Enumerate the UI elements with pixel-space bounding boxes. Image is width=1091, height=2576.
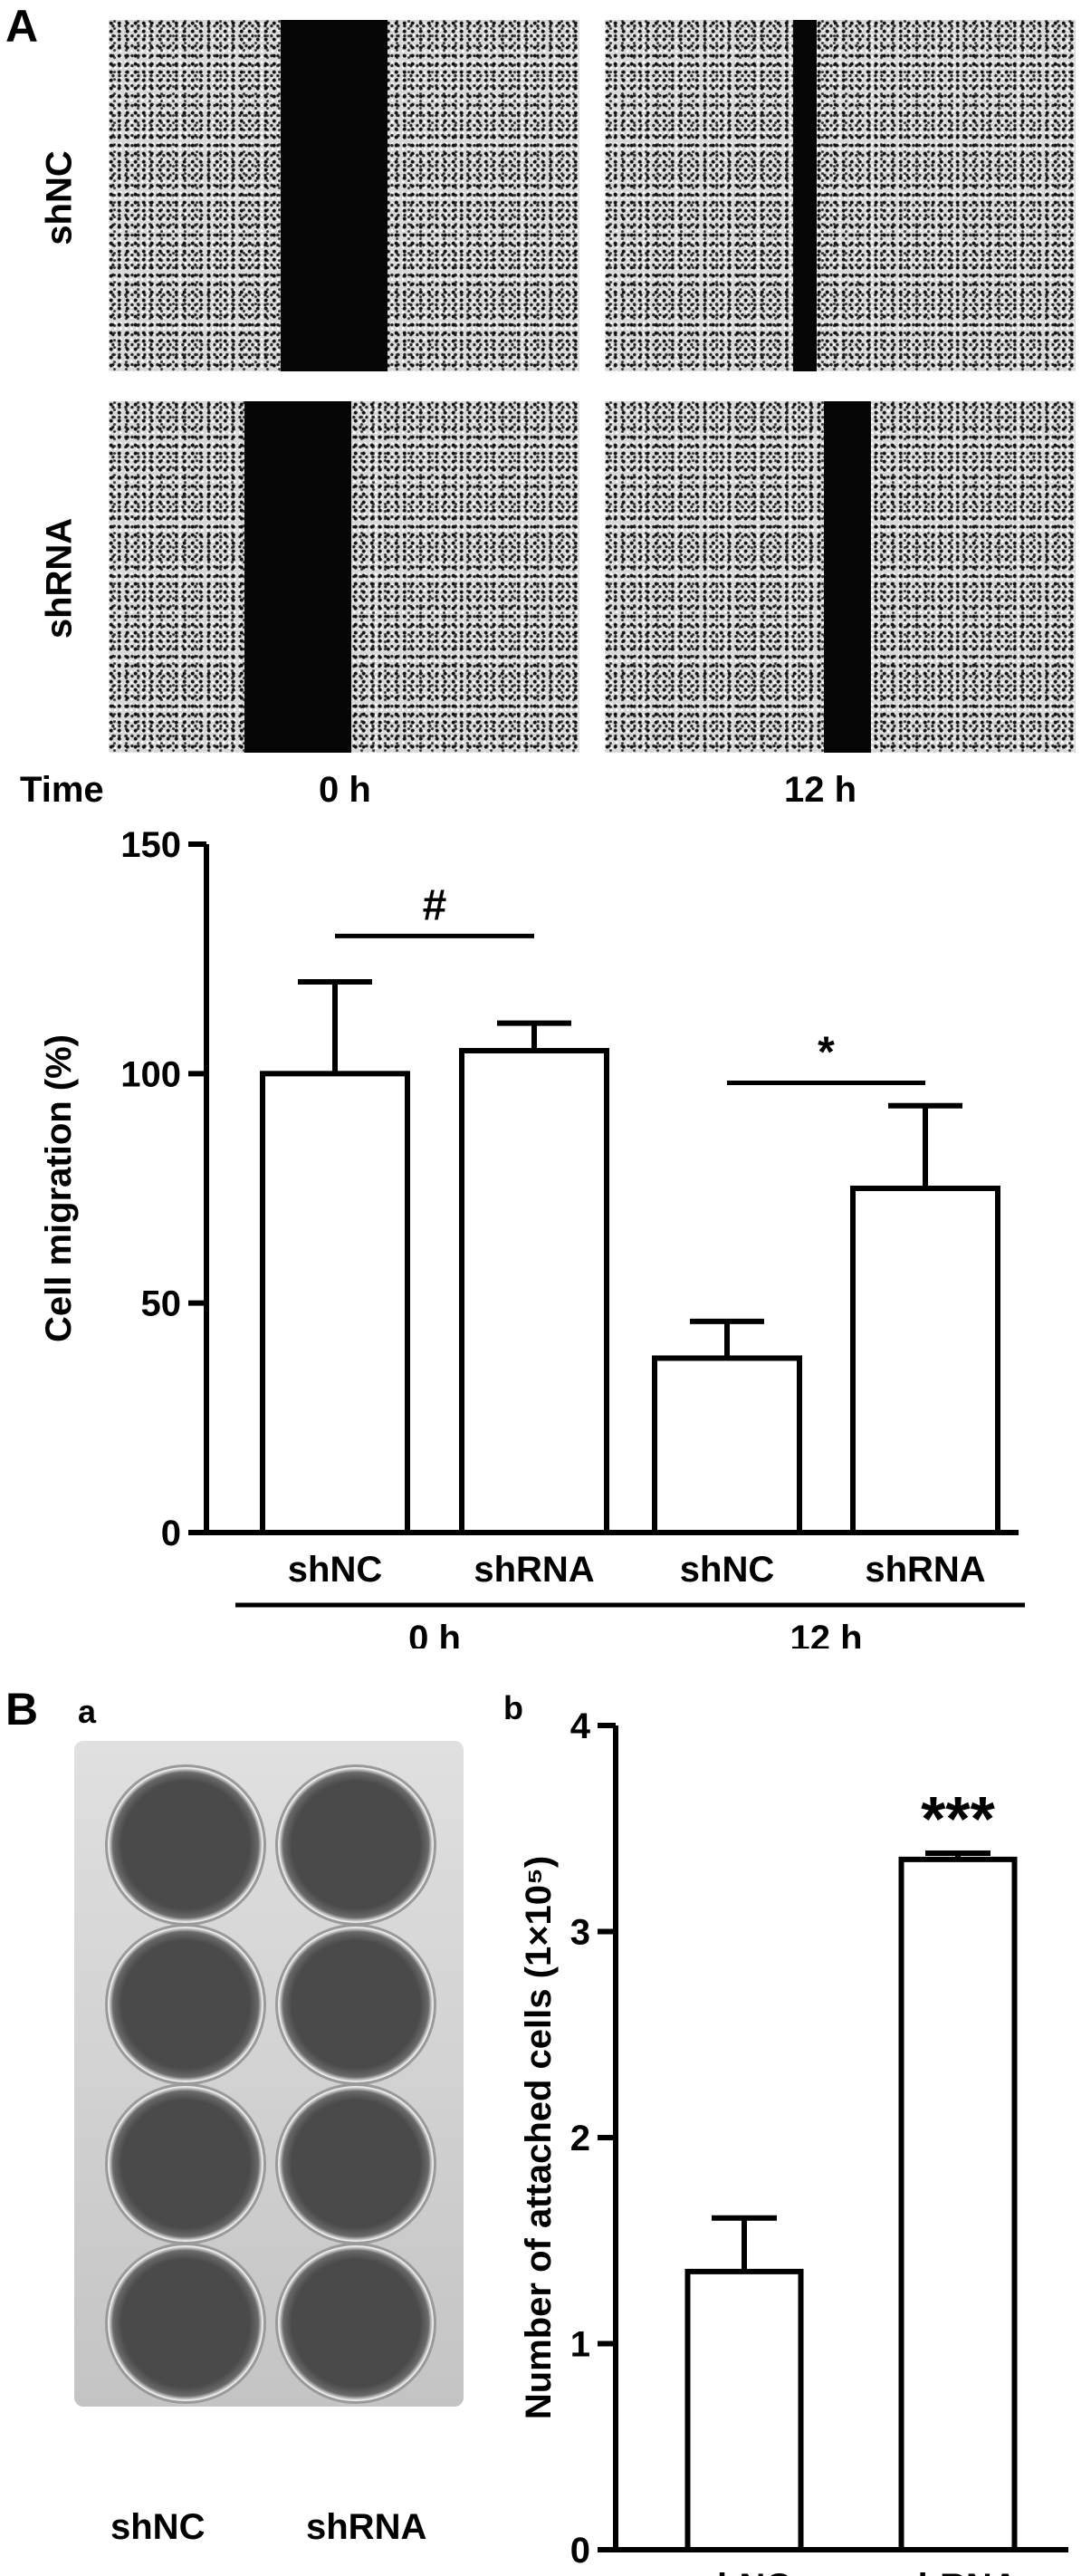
bar: [850, 1186, 1000, 1535]
bar: [684, 2268, 804, 2552]
panel-b-sub-b: b: [503, 1689, 523, 1726]
timepoint-label-0h: 0 h: [319, 770, 371, 810]
x-tick-label: shNC: [697, 2567, 791, 2576]
y-tick-label: 50: [141, 1284, 182, 1324]
group-label: 12 h: [790, 1619, 862, 1648]
x-tick-label: shRNA: [897, 2567, 1018, 2576]
significance-marker: ***: [921, 1783, 995, 1854]
cell-migration-chart: 0 50 100 150 Cell migration (%) shNC shRNA shNC…: [39, 825, 1025, 1648]
attached-cells-chart: 0 1 2 3 4 Number of attached cells (1×10⁵) shN…: [519, 1706, 1068, 2576]
well-plate-photo: [74, 1741, 464, 2407]
micrograph-shrna-12h: [605, 401, 1076, 753]
bar: [898, 1856, 1018, 2552]
bar: [652, 1355, 802, 1536]
bar: [260, 1071, 410, 1536]
x-tick-label: shRNA: [474, 1550, 594, 1590]
plate-label-shnc: shNC: [110, 2507, 206, 2547]
micrograph-shnc-0h: [109, 20, 579, 371]
x-tick-label: shNC: [288, 1550, 382, 1590]
y-tick-label: 1: [570, 2325, 590, 2365]
y-tick-label: 3: [570, 1913, 590, 1953]
y-tick-label: 150: [120, 825, 181, 865]
y-tick-label: 100: [120, 1054, 181, 1094]
group-label: 0 h: [408, 1619, 461, 1648]
panel-b-sub-a: a: [78, 1693, 97, 1730]
timepoint-label-12h: 12 h: [784, 770, 857, 810]
y-tick-label: 0: [161, 1514, 181, 1553]
panel-b-letter: B: [5, 1684, 39, 1735]
significance-marker: *: [818, 1028, 835, 1076]
time-label: Time: [20, 770, 104, 810]
y-tick-label: 4: [570, 1706, 591, 1746]
significance-marker: #: [423, 881, 447, 929]
x-tick-label: shRNA: [865, 1550, 985, 1590]
micrograph-shrna-0h: [109, 401, 579, 753]
y-tick-label: 0: [570, 2531, 590, 2571]
micrograph-shnc-12h: [605, 20, 1076, 371]
y-axis-label: Cell migration (%): [39, 1034, 79, 1342]
y-tick-label: 2: [570, 2119, 590, 2158]
row-label-shnc: shNC: [39, 150, 80, 245]
x-tick-label: shNC: [680, 1550, 774, 1590]
y-axis-label: Number of attached cells (1×10⁵): [519, 1856, 559, 2419]
panel-a-letter: A: [5, 1, 39, 52]
row-label-shrna: shRNA: [39, 517, 80, 639]
plate-label-shrna: shRNA: [306, 2507, 427, 2547]
bar: [459, 1048, 609, 1535]
